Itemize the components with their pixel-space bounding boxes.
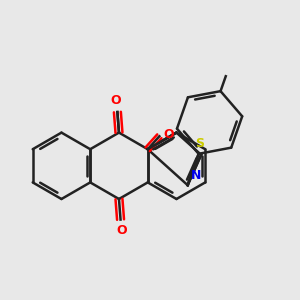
Text: O: O — [110, 94, 121, 107]
Text: O: O — [163, 128, 174, 141]
Text: N: N — [191, 169, 201, 182]
Text: S: S — [195, 137, 204, 150]
Text: O: O — [117, 224, 128, 237]
